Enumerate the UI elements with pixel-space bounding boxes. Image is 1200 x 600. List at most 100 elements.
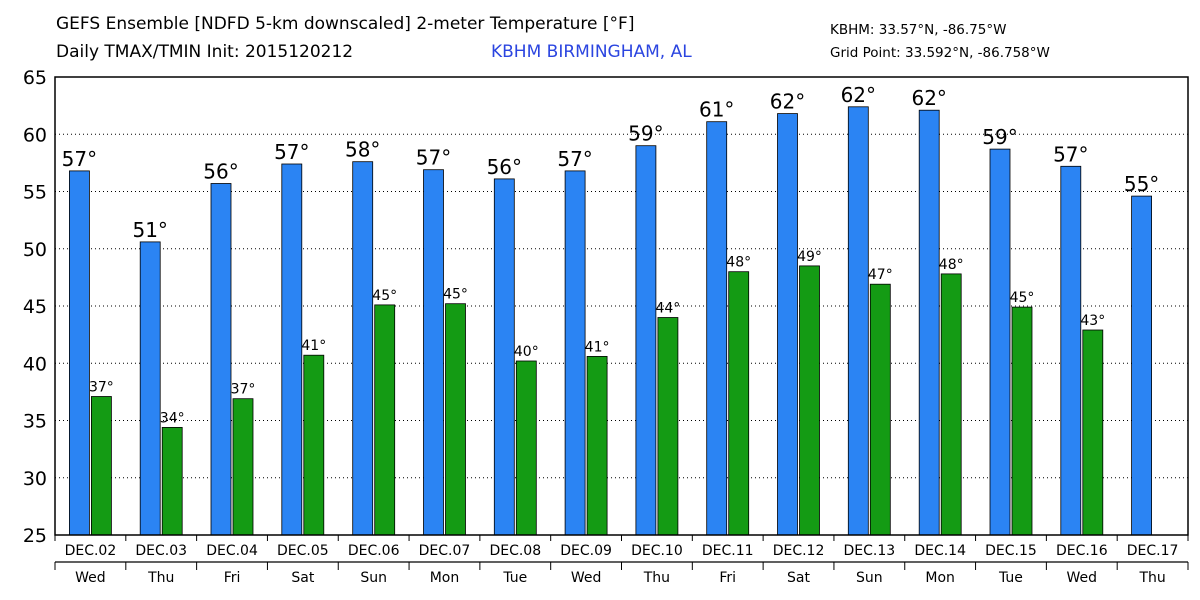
x-date-label: DEC.14 [914,543,966,559]
tmax-bar [1060,165,1082,536]
tmin-bar [515,360,537,536]
x-weekday-label: Thu [1138,570,1165,586]
tmax-bar [493,178,515,536]
tmax-data-label: 61° [699,98,734,122]
tmax-bar [918,109,940,536]
tmax-bar [352,161,374,536]
tmin-bar [940,273,962,536]
x-date-label: DEC.13 [844,543,896,559]
tmin-data-label: 44° [655,301,680,317]
tmax-bar [847,106,869,536]
tmax-data-label: 62° [770,90,805,114]
station-coordinates: KBHM: 33.57°N, -86.75°W [830,22,1007,38]
y-tick-label: 60 [23,124,47,146]
tmax-bar [69,170,90,536]
tmin-bar [869,283,891,536]
tmax-data-label: 58° [345,138,380,162]
tmin-bar [445,303,466,536]
tmin-data-label: 48° [939,257,964,273]
tmax-bar [706,121,728,536]
x-date-label: DEC.09 [560,543,612,559]
x-date-label: DEC.17 [1127,543,1179,559]
x-weekday-label: Sun [360,570,387,586]
x-weekday-label: Fri [719,570,736,586]
x-weekday-label: Thu [147,570,174,586]
tmin-data-label: 45° [1010,290,1035,306]
station-name: KBHM BIRMINGHAM, AL [491,42,692,62]
tmin-data-label: 49° [797,249,822,265]
x-date-label: DEC.06 [348,543,400,559]
tmin-data-label: 45° [372,288,397,304]
tmax-data-label: 57° [274,140,309,164]
tmax-data-label: 57° [1053,142,1088,166]
tmin-data-label: 47° [868,267,893,283]
tmax-data-label: 57° [557,147,592,171]
x-date-label: DEC.12 [773,543,825,559]
tmax-bar [423,169,444,536]
tmax-bar [210,183,232,536]
tmin-bar [799,265,820,536]
tmin-bar [161,426,183,536]
tmin-bar [232,398,254,536]
tmax-data-label: 56° [203,160,238,184]
tmax-bar [281,163,303,536]
x-weekday-label: Sat [291,570,314,586]
tmax-data-label: 55° [1124,172,1159,196]
tmin-data-label: 40° [514,344,539,360]
x-weekday-label: Wed [1067,570,1098,586]
tmin-data-label: 41° [301,338,326,354]
y-tick-label: 50 [23,239,47,261]
x-weekday-label: Wed [571,570,602,586]
tmin-data-label: 41° [585,339,610,355]
tmax-bar [1131,195,1152,536]
tmax-bar [635,145,657,536]
tmin-bar [374,304,396,536]
x-date-label: DEC.10 [631,543,683,559]
x-weekday-label: Sun [856,570,883,586]
x-date-label: DEC.15 [985,543,1037,559]
x-weekday-label: Tue [998,570,1023,586]
tmin-bar [91,396,112,536]
x-weekday-label: Fri [224,570,241,586]
data-labels: 57° 51° 56° 57° 58° 57° 56° 57° 59° 61° 62° 62° 62° 5… [62,83,1160,427]
y-tick-label: 55 [23,182,47,204]
tmin-data-label: 48° [726,255,751,271]
tmin-bar [657,317,679,536]
axes: 25 30 35 40 45 50 55 60 65 DEC.02 Wed DEC.03 Thu DEC.… [23,67,1189,586]
chart-subtitle: Daily TMAX/TMIN Init: 2015120212 [56,42,354,62]
tmax-bar [564,170,586,536]
y-tick-label: 40 [23,353,47,375]
grid-point-coordinates: Grid Point: 33.592°N, -86.758°W [830,45,1050,61]
x-date-label: DEC.08 [489,543,541,559]
tmin-bar [1011,306,1033,536]
y-tick-label: 45 [23,296,47,318]
x-weekday-label: Wed [75,570,106,586]
tmin-data-label: 45° [443,287,468,303]
x-weekday-label: Thu [643,570,670,586]
tmin-bar [303,354,325,536]
x-date-label: DEC.16 [1056,543,1108,559]
tmax-data-label: 51° [132,218,167,242]
chart-title: GEFS Ensemble [NDFD 5-km downscaled] 2-m… [56,14,635,34]
x-date-label: DEC.07 [419,543,471,559]
x-date-label: DEC.02 [65,543,117,559]
tmin-data-label: 43° [1080,313,1105,329]
x-date-label: DEC.05 [277,543,329,559]
x-date-label: DEC.11 [702,543,754,559]
tmax-data-label: 59° [982,125,1017,149]
tmax-bar [777,113,798,536]
x-weekday-label: Mon [925,570,955,586]
x-weekday-label: Tue [502,570,527,586]
tmax-bar [139,241,161,536]
y-tick-label: 30 [23,468,47,490]
tmin-bar [586,355,608,536]
tmax-data-label: 62° [841,83,876,107]
y-tick-label: 25 [23,525,47,547]
x-weekday-label: Mon [430,570,460,586]
y-tick-label: 65 [23,67,47,89]
tmax-data-label: 59° [628,122,663,146]
tmax-data-label: 56° [487,155,522,179]
tmin-data-label: 37° [89,380,114,396]
tmin-bar [728,271,750,536]
